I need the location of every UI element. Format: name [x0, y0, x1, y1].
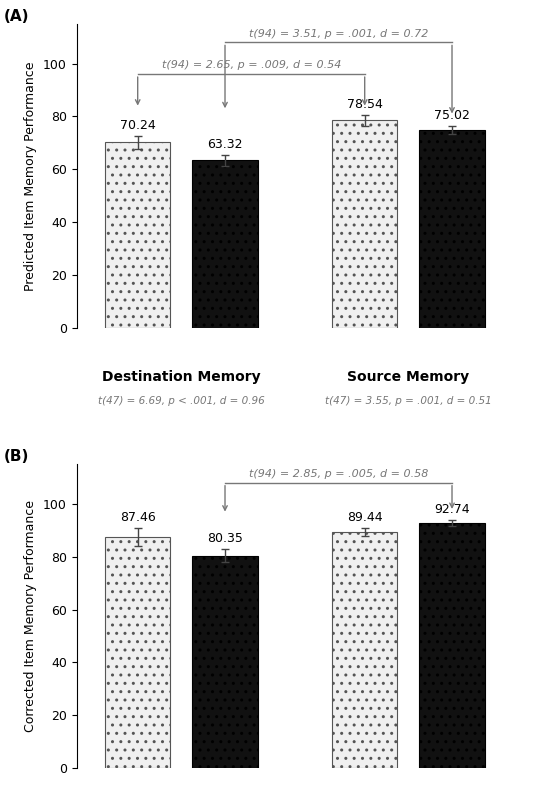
Text: (A): (A) — [4, 9, 30, 24]
Text: Source Memory: Source Memory — [347, 370, 469, 384]
Text: Destination Memory: Destination Memory — [102, 370, 261, 384]
Y-axis label: Corrected Item Memory Performance: Corrected Item Memory Performance — [25, 500, 37, 732]
Text: 63.32: 63.32 — [207, 138, 243, 151]
Bar — [192, 556, 258, 768]
Text: 75.02: 75.02 — [434, 109, 470, 122]
Text: 89.44: 89.44 — [347, 511, 382, 524]
Bar — [105, 142, 171, 328]
Bar — [419, 130, 485, 328]
Text: t(94) = 2.65, p = .009, d = 0.54: t(94) = 2.65, p = .009, d = 0.54 — [161, 60, 341, 70]
Y-axis label: Predicted Item Memory Performance: Predicted Item Memory Performance — [25, 61, 37, 290]
Text: 92.74: 92.74 — [434, 503, 470, 516]
Bar — [332, 532, 398, 768]
Text: 78.54: 78.54 — [347, 98, 383, 111]
Bar — [105, 537, 171, 768]
Text: 70.24: 70.24 — [120, 118, 155, 132]
Bar — [332, 120, 398, 328]
Bar — [419, 523, 485, 768]
Text: t(94) = 3.51, p = .001, d = 0.72: t(94) = 3.51, p = .001, d = 0.72 — [249, 29, 428, 38]
Bar — [192, 161, 258, 328]
Text: (B): (B) — [4, 449, 30, 464]
Text: t(47) = 3.55, p = .001, d = 0.51: t(47) = 3.55, p = .001, d = 0.51 — [325, 396, 492, 406]
Text: 80.35: 80.35 — [207, 532, 243, 546]
Text: t(94) = 2.85, p = .005, d = 0.58: t(94) = 2.85, p = .005, d = 0.58 — [249, 469, 428, 479]
Text: t(47) = 6.69, p < .001, d = 0.96: t(47) = 6.69, p < .001, d = 0.96 — [98, 396, 265, 406]
Text: 87.46: 87.46 — [120, 511, 155, 524]
